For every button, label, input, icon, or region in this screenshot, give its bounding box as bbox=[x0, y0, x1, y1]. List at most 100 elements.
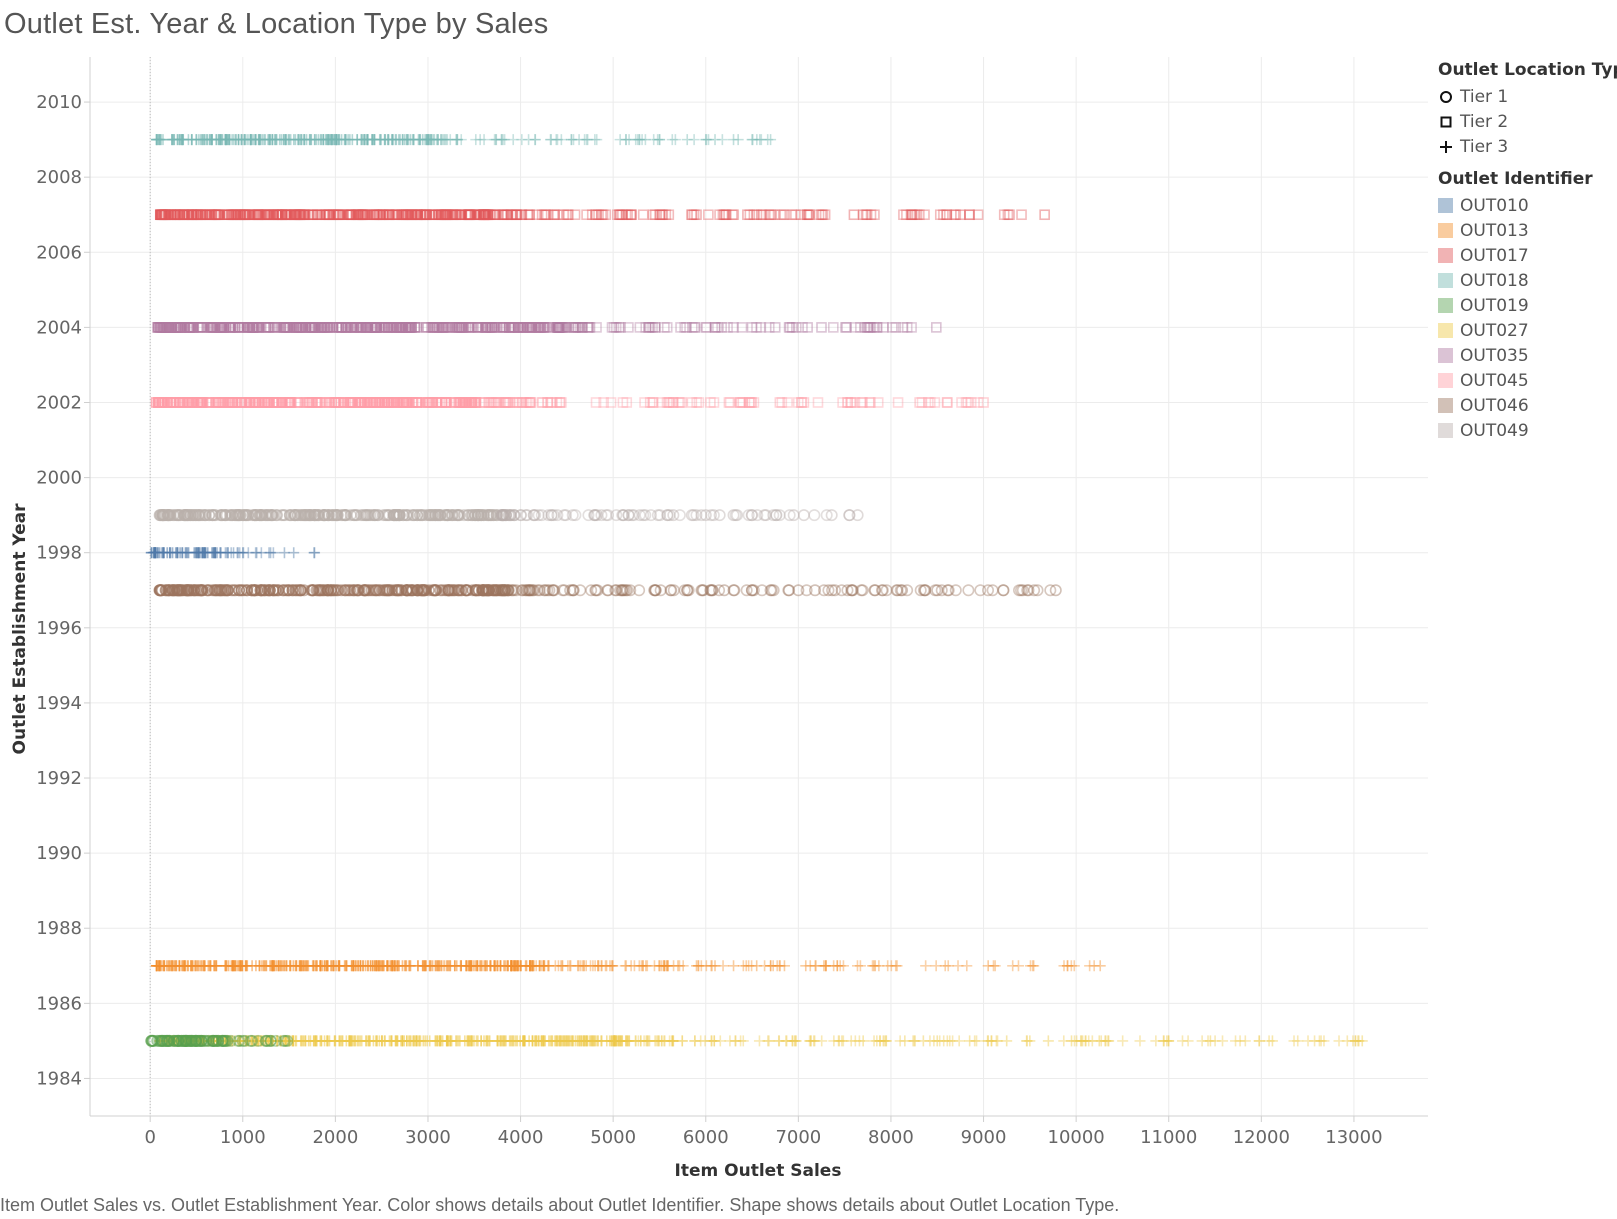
data-point bbox=[675, 322, 686, 333]
y-tick-label: 2008 bbox=[36, 167, 82, 188]
data-point bbox=[516, 397, 528, 408]
data-point bbox=[368, 509, 381, 522]
data-point bbox=[523, 134, 535, 146]
legend-item-tier-3[interactable]: Tier 3 bbox=[1438, 134, 1616, 159]
shape-legend: Outlet Location Type Tier 1 Tier 2 Tier 3 bbox=[1438, 60, 1617, 159]
data-point bbox=[716, 322, 727, 333]
data-point bbox=[630, 134, 642, 146]
data-point bbox=[370, 397, 381, 408]
data-point bbox=[166, 134, 178, 146]
data-point bbox=[709, 322, 721, 333]
data-point bbox=[745, 509, 758, 522]
data-point bbox=[892, 397, 904, 408]
legend-item-out046[interactable]: OUT046 bbox=[1438, 393, 1616, 418]
data-point bbox=[854, 960, 866, 972]
data-point bbox=[359, 397, 371, 408]
data-point bbox=[597, 209, 609, 221]
data-point bbox=[867, 322, 879, 333]
data-point bbox=[502, 397, 514, 408]
data-point bbox=[324, 397, 336, 408]
legend-item-label: OUT018 bbox=[1460, 270, 1529, 291]
legend-item-out027[interactable]: OUT027 bbox=[1438, 318, 1616, 343]
circle-icon bbox=[1438, 89, 1453, 104]
data-point bbox=[176, 134, 188, 146]
data-point bbox=[576, 322, 588, 333]
data-point bbox=[536, 397, 548, 408]
data-point bbox=[463, 397, 475, 408]
data-point bbox=[558, 209, 569, 221]
data-point bbox=[890, 322, 902, 333]
data-point bbox=[855, 322, 866, 333]
data-point bbox=[289, 509, 302, 522]
data-point bbox=[478, 209, 490, 221]
data-point bbox=[499, 134, 511, 146]
data-point bbox=[474, 134, 486, 146]
data-point bbox=[434, 509, 447, 522]
legend-item-label: OUT019 bbox=[1460, 295, 1529, 316]
data-point bbox=[478, 209, 490, 221]
data-point bbox=[586, 209, 598, 221]
data-point bbox=[396, 322, 407, 333]
data-point bbox=[431, 134, 443, 146]
data-point bbox=[391, 209, 403, 221]
data-point bbox=[354, 322, 366, 333]
data-point bbox=[562, 209, 573, 221]
legend-item-label: Tier 1 bbox=[1460, 86, 1509, 107]
data-point bbox=[206, 209, 217, 221]
legend-item-out018[interactable]: OUT018 bbox=[1438, 268, 1616, 293]
legend-item-label: OUT035 bbox=[1460, 345, 1529, 366]
data-point bbox=[625, 209, 637, 221]
data-point bbox=[820, 960, 832, 972]
data-point bbox=[861, 209, 873, 221]
data-point bbox=[464, 397, 476, 408]
data-point bbox=[545, 397, 556, 408]
data-point bbox=[742, 209, 753, 221]
data-point bbox=[426, 509, 439, 522]
data-point bbox=[490, 397, 502, 408]
grid-layer bbox=[90, 57, 1428, 1116]
data-point bbox=[828, 322, 839, 333]
data-point bbox=[931, 322, 942, 333]
data-point bbox=[253, 322, 265, 333]
legend-item-out049[interactable]: OUT049 bbox=[1438, 418, 1616, 443]
data-point bbox=[556, 397, 567, 408]
series-out049 bbox=[153, 509, 864, 522]
data-point bbox=[459, 397, 471, 408]
data-point bbox=[504, 509, 517, 522]
color-swatch bbox=[1438, 398, 1453, 413]
legend-item-label: OUT010 bbox=[1460, 195, 1529, 216]
data-point bbox=[198, 509, 211, 522]
data-point bbox=[647, 397, 658, 408]
data-point bbox=[590, 397, 602, 408]
data-point bbox=[228, 509, 241, 522]
data-point bbox=[1134, 1035, 1146, 1047]
data-point bbox=[399, 209, 411, 221]
legend-item-tier-2[interactable]: Tier 2 bbox=[1438, 109, 1616, 134]
legend-item-out010[interactable]: OUT010 bbox=[1438, 193, 1616, 218]
data-point bbox=[476, 397, 487, 408]
data-point bbox=[849, 397, 861, 408]
x-tick-label: 7000 bbox=[775, 1127, 821, 1148]
legend-item-out017[interactable]: OUT017 bbox=[1438, 243, 1616, 268]
data-point bbox=[1309, 1035, 1321, 1047]
legend-item-out035[interactable]: OUT035 bbox=[1438, 343, 1616, 368]
data-point bbox=[679, 322, 690, 333]
data-point bbox=[864, 397, 875, 408]
data-point bbox=[797, 509, 810, 522]
data-point bbox=[845, 397, 857, 408]
data-point bbox=[790, 322, 802, 333]
legend-item-out045[interactable]: OUT045 bbox=[1438, 368, 1616, 393]
data-point bbox=[737, 397, 749, 408]
data-point bbox=[560, 322, 572, 333]
data-point bbox=[948, 209, 960, 221]
data-point bbox=[533, 322, 545, 333]
legend-item-out019[interactable]: OUT019 bbox=[1438, 293, 1616, 318]
legend-item-out013[interactable]: OUT013 bbox=[1438, 218, 1616, 243]
legend-item-tier-1[interactable]: Tier 1 bbox=[1438, 84, 1616, 109]
data-point bbox=[779, 209, 790, 221]
data-point bbox=[468, 397, 480, 408]
shape-legend-title: Outlet Location Type bbox=[1438, 60, 1617, 80]
data-point bbox=[887, 322, 898, 333]
data-point bbox=[611, 209, 623, 221]
data-point bbox=[215, 322, 226, 333]
